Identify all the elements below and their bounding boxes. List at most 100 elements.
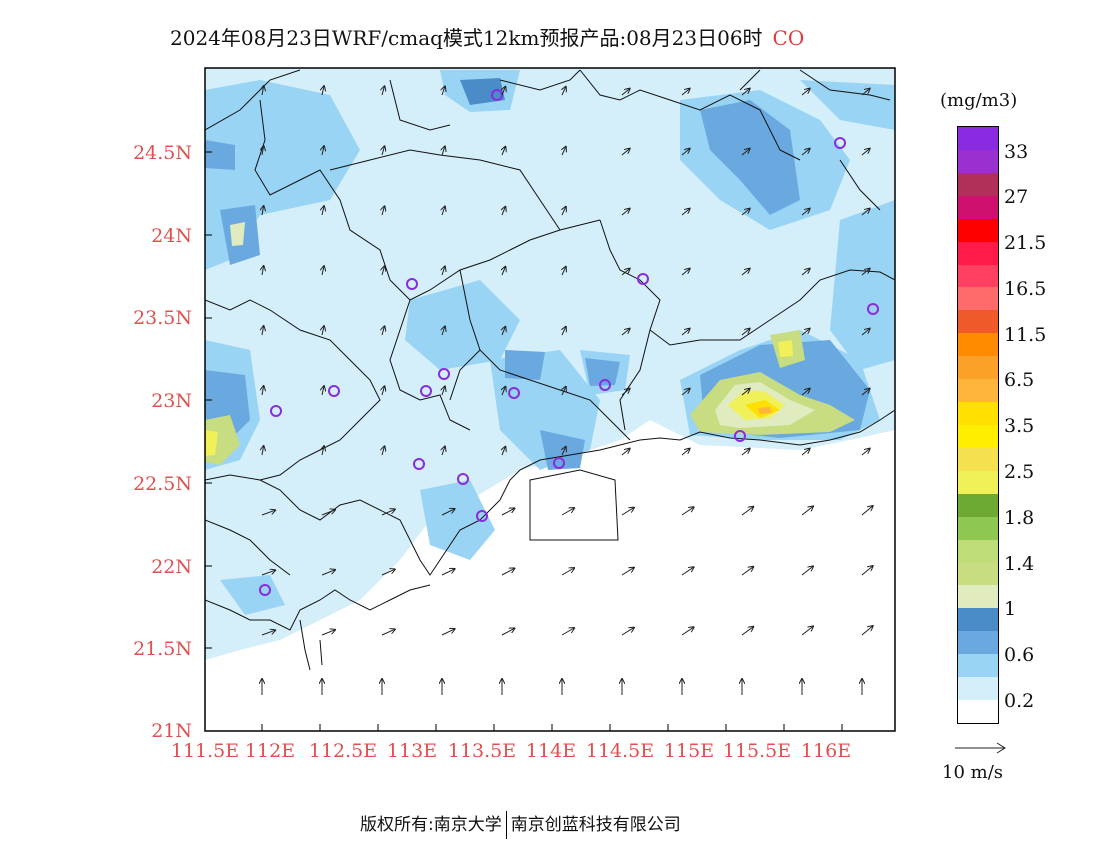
wind-arrow-icon [442, 147, 445, 156]
wind-arrow-icon [502, 87, 505, 96]
colorbar-label: 2.5 [1004, 461, 1035, 483]
colorbar-swatch [958, 424, 998, 448]
wind-arrow-icon [442, 447, 445, 456]
wind-arrow-icon [501, 508, 514, 516]
colorbar-unit: (mg/m3) [940, 90, 1018, 111]
wind-arrow-icon [681, 567, 694, 576]
wind-arrow-icon [741, 627, 753, 636]
colorbar-swatch [958, 493, 998, 517]
x-tick-label: 112E [244, 740, 296, 762]
wind-arrow-icon [382, 206, 385, 216]
x-tick-label: 114E [525, 740, 577, 762]
wind-arrow-icon [261, 510, 275, 516]
wind-arrow-icon [621, 149, 630, 156]
wind-arrow-icon [621, 389, 630, 396]
colorbar-swatch [958, 631, 998, 655]
wind-arrow-icon [321, 630, 335, 636]
wind-arrow-icon [502, 327, 505, 336]
wind-arrow-icon [681, 149, 690, 156]
wind-arrow-icon [861, 149, 870, 156]
wind-arrow-icon [741, 269, 750, 276]
concentration-field [205, 68, 895, 731]
wind-arrow-icon [561, 568, 574, 576]
wind-arrow-icon [322, 86, 324, 96]
wind-arrow-icon [861, 389, 870, 396]
x-tick-label: 111.5E [170, 740, 240, 762]
wind-arrow-icon [502, 207, 505, 216]
wind-arrow-icon [322, 386, 324, 396]
wind-arrow-icon [621, 89, 630, 96]
x-tick-label: 115E [663, 740, 715, 762]
footer-divider [505, 811, 507, 839]
wind-arrow-icon [322, 326, 324, 336]
wind-arrow-icon [321, 570, 335, 576]
colorbar-swatch [958, 585, 998, 609]
colorbar-label: 11.5 [1004, 324, 1047, 346]
wind-arrow-icon [861, 626, 873, 636]
wind-arrow-icon [801, 566, 813, 576]
y-tick-label: 22.5N [133, 473, 192, 495]
wind-arrow-icon [801, 449, 810, 456]
wind-arrow-icon [562, 207, 566, 216]
wind-arrow-icon [262, 386, 264, 396]
wind-arrow-icon [741, 507, 753, 516]
colorbar-label: 1 [1004, 598, 1017, 620]
colorbar-label: 1.8 [1004, 507, 1035, 529]
wind-arrow-icon [621, 209, 630, 216]
wind-arrow-icon [861, 449, 870, 456]
wind-arrow-icon [621, 329, 630, 336]
colorbar-swatch [958, 379, 998, 403]
wind-arrow-icon [322, 206, 324, 216]
wind-arrow-icon [562, 447, 566, 456]
wind-reference-arrow-icon [955, 742, 1006, 754]
wind-arrow-icon [741, 89, 750, 96]
colorbar-swatch [958, 333, 998, 357]
y-tick-label: 22N [151, 556, 192, 578]
wind-arrow-icon [741, 449, 750, 456]
wind-arrow-icon [262, 146, 264, 156]
wind-arrow-icon [562, 87, 566, 96]
y-tick-label: 21.5N [133, 638, 192, 660]
wind-arrow-icon [322, 266, 324, 276]
colorbar-label: 21.5 [1004, 232, 1047, 254]
wind-arrow-icon [442, 207, 445, 216]
wind-arrow-icon [322, 446, 324, 456]
y-tick-label: 23N [151, 390, 192, 412]
colorbar-label: 3.5 [1004, 415, 1035, 437]
wind-arrow-icon [741, 149, 750, 156]
wind-arrow-icon [562, 387, 566, 396]
wind-arrow-icon [502, 267, 505, 276]
wind-reference-label: 10 m/s [942, 762, 1003, 783]
wind-arrow-icon [861, 269, 870, 276]
map-title: 2024年08月23日WRF/cmaq模式12km预报产品:08月23日06时 C… [170, 22, 804, 51]
wind-arrow-icon [621, 628, 634, 636]
wind-arrow-icon [801, 506, 813, 516]
wind-arrow-icon [801, 626, 813, 636]
wind-arrow-icon [502, 447, 505, 456]
wind-arrow-icon [861, 506, 873, 516]
y-tick-label: 24.5N [133, 142, 192, 164]
wind-arrow-icon [801, 149, 810, 156]
wind-arrow-icon [861, 329, 870, 336]
colorbar-label: 0.6 [1004, 644, 1035, 666]
copyright-company: 南京创蓝科技有限公司 [510, 815, 681, 835]
colorbar-label: 16.5 [1004, 278, 1047, 300]
colorbar-swatch [958, 264, 998, 288]
species-label: CO [772, 26, 805, 50]
wind-arrow-icon [681, 389, 690, 396]
x-tick-label: 116E [800, 740, 852, 762]
wind-arrow-icon [861, 566, 873, 576]
wind-arrow-icon [441, 509, 455, 516]
wind-arrow-icon [861, 209, 870, 216]
x-tick-label: 112.5E [308, 740, 378, 762]
colorbar-swatch [958, 470, 998, 494]
wind-arrow-icon [681, 449, 690, 456]
colorbar-swatch [958, 402, 998, 425]
colorbar-label: 1.4 [1004, 553, 1035, 575]
colorbar-swatch [958, 218, 998, 242]
wind-arrow-icon [801, 329, 810, 336]
wind-vectors [262, 86, 873, 695]
wind-arrow-icon [801, 269, 810, 276]
wind-arrow-icon [502, 387, 505, 396]
